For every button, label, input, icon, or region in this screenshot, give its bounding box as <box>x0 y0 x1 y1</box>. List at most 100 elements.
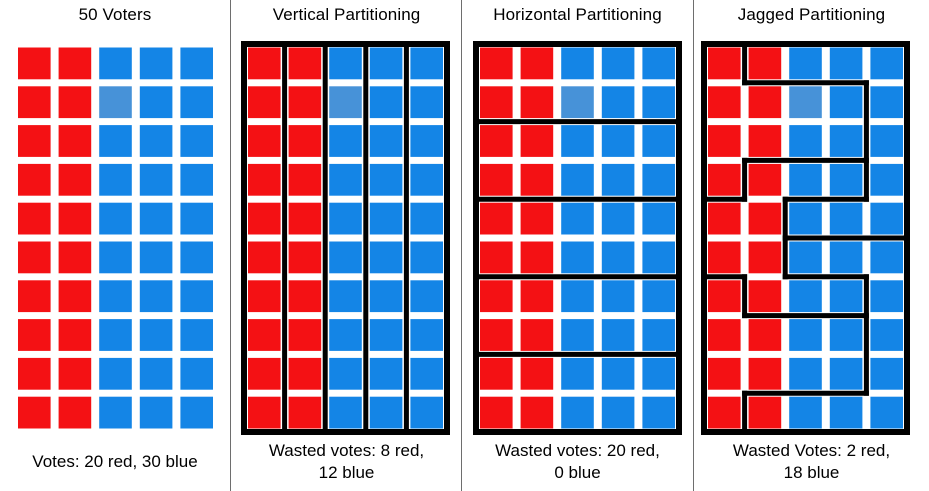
voter-grid-jagged-districts <box>701 41 910 435</box>
voter-grid-horizontal-districts <box>473 41 682 435</box>
voter-cell-blue <box>829 86 863 119</box>
voter-cell-blue <box>180 396 213 429</box>
voter-cell-red <box>248 125 281 157</box>
panel-caption-votes: Votes: 20 red, 30 blue <box>0 451 230 473</box>
voter-cell-blue <box>180 125 213 157</box>
voter-cell-red <box>480 357 513 390</box>
voter-cell-red <box>248 47 281 80</box>
voter-cell-red <box>748 319 782 351</box>
voter-cell-blue <box>789 125 822 157</box>
voter-cell-blue <box>329 280 362 313</box>
voter-cell-blue <box>410 125 443 157</box>
voter-cell-red <box>520 86 554 119</box>
voter-cell-blue <box>329 163 362 196</box>
voter-cell-red <box>748 202 782 235</box>
voter-cell-red <box>18 47 51 80</box>
voter-cell-red <box>520 357 554 390</box>
voter-cell-red <box>748 357 782 390</box>
voter-cell-blue <box>180 47 213 80</box>
voter-cell-blue <box>410 357 443 390</box>
voter-cell-blue <box>410 47 443 80</box>
voter-cell-blue <box>642 202 675 235</box>
voter-cell-blue <box>789 396 822 429</box>
voter-cell-blue <box>561 280 594 313</box>
voter-cell-red <box>288 280 322 313</box>
voter-cell-blue <box>789 47 822 80</box>
voter-cell-red <box>58 125 92 157</box>
voter-cell-blue <box>99 163 132 196</box>
voter-cell-blue <box>369 163 403 196</box>
voter-cell-red <box>288 241 322 274</box>
voter-cell-blue <box>180 241 213 274</box>
voter-cell-blue <box>561 319 594 351</box>
voter-cell-blue <box>561 202 594 235</box>
voter-cell-red <box>58 396 92 429</box>
voter-cell-blue <box>369 319 403 351</box>
voter-cell-red <box>248 163 281 196</box>
voter-cell-blue <box>180 319 213 351</box>
voter-cell-blue <box>829 319 863 351</box>
voter-cell-blue <box>99 86 132 119</box>
caption-line: Wasted Votes: 2 red, <box>732 441 891 460</box>
district-outline-border <box>701 41 910 435</box>
voter-cell-red <box>708 86 741 119</box>
voter-cell-blue <box>601 202 635 235</box>
voter-cell-red <box>748 86 782 119</box>
voter-cell-blue <box>642 86 675 119</box>
voter-cell-red <box>248 357 281 390</box>
voter-cell-blue <box>99 202 132 235</box>
voter-cell-blue <box>601 86 635 119</box>
voter-cell-red <box>480 47 513 80</box>
voter-cell-blue <box>369 202 403 235</box>
voter-cell-red <box>708 280 741 313</box>
voter-cell-blue <box>870 396 903 429</box>
voter-cell-blue <box>180 280 213 313</box>
voter-cell-red <box>288 86 322 119</box>
voter-cell-blue <box>829 280 863 313</box>
voter-cell-blue <box>369 396 403 429</box>
voter-cell-red <box>248 319 281 351</box>
caption-line: Wasted votes: 8 red, <box>268 441 425 460</box>
caption-line: Votes: 20 red, 30 blue <box>32 452 198 471</box>
voter-cell-blue <box>870 125 903 157</box>
voter-cell-red <box>520 163 554 196</box>
voter-cell-blue <box>601 47 635 80</box>
voter-cell-red <box>520 202 554 235</box>
voter-cell-blue <box>601 319 635 351</box>
voter-cell-blue <box>601 357 635 390</box>
panel-50-voters: 50 Voters Votes: 20 red, 30 blue <box>0 0 230 491</box>
voter-cell-red <box>288 202 322 235</box>
voter-cell-blue <box>789 280 822 313</box>
voter-cell-blue <box>139 280 173 313</box>
caption-line: 0 blue <box>554 463 601 482</box>
voter-cell-red <box>18 163 51 196</box>
voter-cell-red <box>480 86 513 119</box>
voter-cell-blue <box>870 357 903 390</box>
voter-cell-blue <box>789 86 822 119</box>
voter-cell-red <box>248 241 281 274</box>
voter-cell-blue <box>180 202 213 235</box>
voter-cell-blue <box>139 241 173 274</box>
voter-cell-blue <box>789 357 822 390</box>
voter-cell-red <box>480 125 513 157</box>
voter-cell-red <box>18 241 51 274</box>
voter-cell-red <box>520 241 554 274</box>
caption-line: 18 blue <box>783 463 840 482</box>
voter-cell-red <box>18 86 51 119</box>
voter-cell-red <box>18 280 51 313</box>
voter-cell-red <box>480 241 513 274</box>
voter-cell-red <box>748 163 782 196</box>
voter-cell-blue <box>561 163 594 196</box>
panel-divider <box>230 0 232 491</box>
voter-cell-red <box>748 396 782 429</box>
voter-cell-blue <box>410 280 443 313</box>
voter-cell-blue <box>329 202 362 235</box>
voter-cell-blue <box>601 163 635 196</box>
voter-cell-blue <box>139 125 173 157</box>
voter-cell-red <box>480 202 513 235</box>
voter-cell-red <box>520 319 554 351</box>
voter-cell-blue <box>642 163 675 196</box>
panel-caption-wasted-jagged: Wasted Votes: 2 red, 18 blue <box>694 440 929 484</box>
voter-cell-blue <box>99 280 132 313</box>
caption-line: 12 blue <box>318 463 375 482</box>
